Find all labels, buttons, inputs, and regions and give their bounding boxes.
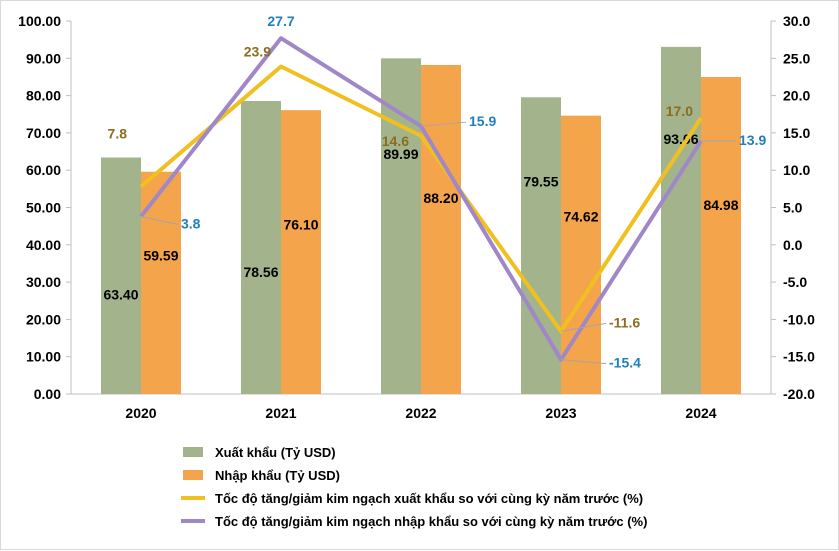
y-left-tick-label: 50.00 [26,200,61,216]
x-tick-label: 2020 [125,405,156,421]
line-data-label: 14.6 [382,133,409,149]
legend-item-label: Nhập khẩu (Tỷ USD) [215,468,340,483]
export-growth-line [139,64,703,334]
legend-item-label: Tốc độ tăng/giảm kim ngạch nhập khẩu so … [215,514,647,529]
bar-data-label: 84.98 [703,197,738,213]
y-left-tick-label: 40.00 [26,237,61,253]
line-data-label: 23.9 [244,44,271,60]
y-left-tick-label: 0.00 [34,386,61,402]
y-right-tick-label: -5.0 [783,274,807,290]
y-left-tick-label: 30.00 [26,274,61,290]
legend-item-label: Tốc độ tăng/giảm kim ngạch xuất khẩu so … [215,491,643,506]
legend-swatch [183,470,203,480]
leader-line [560,322,607,332]
y-right-tick-label: 0.0 [783,237,803,253]
line-data-label: 3.8 [181,215,201,231]
y-left-tick-label: 80.00 [26,88,61,104]
bar-export [101,157,141,394]
y-left-tick-label: 60.00 [26,162,61,178]
line-data-label: -15.4 [609,355,641,371]
x-tick-label: 2023 [545,405,576,421]
x-tick-label: 2022 [405,405,436,421]
bar-export [661,46,701,394]
bar-data-label: 74.62 [563,208,598,224]
bar-import [421,65,461,394]
y-right-tick-label: 20.0 [783,88,810,104]
bar-import [701,77,741,394]
y-left-tick-label: 10.00 [26,349,61,365]
y-left-tick-label: 100.00 [18,13,61,29]
line-data-label: 13.9 [739,132,766,148]
y-right-tick-label: 25.0 [783,50,810,66]
bar-data-label: 88.20 [423,190,458,206]
line-data-label: 15.9 [469,113,496,129]
bar-data-label: 78.56 [243,264,278,280]
y-right-tick-label: 5.0 [783,200,803,216]
y-left-tick-label: 20.00 [26,311,61,327]
line-data-label: 7.8 [108,126,128,142]
y-right-tick-label: -20.0 [783,386,815,402]
y-left-tick-label: 70.00 [26,125,61,141]
bar-import [281,110,321,394]
y-right-tick-label: 10.0 [783,162,810,178]
leader-line [420,121,467,127]
leader-line [560,359,607,365]
bar-export [241,100,281,395]
x-tick-label: 2024 [685,405,716,421]
bar-data-label: 79.55 [523,173,558,189]
line-data-label: 27.7 [267,13,294,29]
legend-swatch [183,447,203,457]
bar-data-label: 63.40 [103,286,138,302]
leader-line [140,215,179,225]
y-right-tick-label: 30.0 [783,13,810,29]
line-data-label: 17.0 [666,103,693,119]
bar-import [141,171,181,394]
y-right-tick-label: -10.0 [783,311,815,327]
x-tick-label: 2021 [265,405,296,421]
legend-item-label: Xuất khẩu (Tỷ USD) [215,445,336,460]
bar-export [381,58,421,394]
bar-data-label: 76.10 [283,216,318,232]
bar-data-label: 59.59 [143,248,178,264]
line-data-label: -11.6 [609,314,640,330]
y-left-tick-label: 90.00 [26,50,61,66]
bar-export [521,97,561,394]
bar-data-label: 89.99 [383,146,418,162]
y-right-tick-label: -15.0 [783,349,815,365]
y-right-tick-label: 15.0 [783,125,810,141]
